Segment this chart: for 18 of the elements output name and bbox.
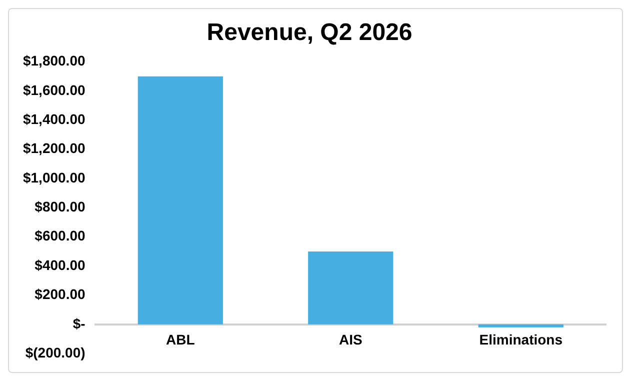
y-tick-label: $- [72, 315, 86, 332]
x-tick-label: AIS [338, 332, 362, 348]
y-tick-label: $800.00 [34, 198, 86, 215]
y-tick-label: $1,800.00 [22, 52, 86, 69]
y-tick-label: $600.00 [34, 228, 86, 244]
x-tick-label: Eliminations [479, 332, 563, 348]
chart-title: Revenue, Q2 2026 [206, 19, 412, 46]
y-tick-label: $(200.00) [25, 344, 86, 360]
y-tick-label: $1,600.00 [22, 82, 86, 98]
y-tick-label: $1,200.00 [22, 140, 86, 156]
bar [138, 76, 223, 324]
y-tick-label: $1,400.00 [22, 111, 86, 128]
x-tick-label: ABL [166, 332, 196, 348]
y-tick-label: $400.00 [34, 256, 86, 273]
bar [308, 251, 394, 324]
y-tick-label: $1,000.00 [22, 169, 86, 186]
bar [478, 324, 564, 328]
y-tick-label: $200.00 [34, 286, 86, 302]
